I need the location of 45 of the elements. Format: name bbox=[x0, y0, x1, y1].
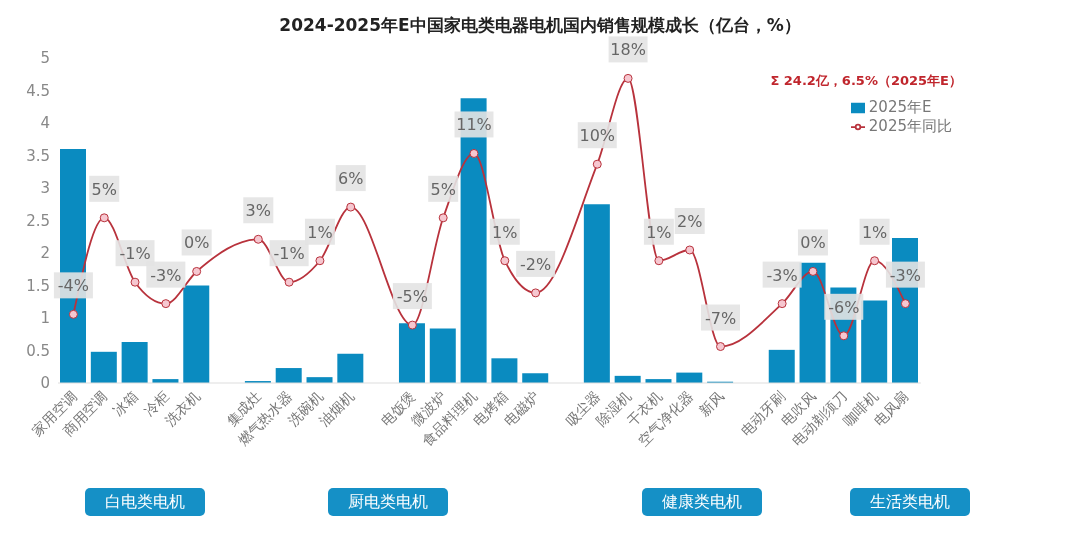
data-label: -5% bbox=[396, 287, 428, 307]
y-tick-label: 4 bbox=[40, 114, 50, 133]
y-tick-label: 3.5 bbox=[26, 146, 50, 165]
data-label: 2% bbox=[677, 212, 703, 231]
data-label: 0% bbox=[800, 233, 826, 253]
data-label: 6% bbox=[338, 169, 364, 189]
text: 厨电类电机 bbox=[328, 488, 449, 516]
data-label: -6% bbox=[828, 297, 860, 317]
y-tick-label: 2 bbox=[40, 244, 50, 263]
data-label: 5% bbox=[91, 179, 117, 199]
y-tick-label: 0.5 bbox=[26, 341, 50, 360]
data-label: 18% bbox=[610, 40, 646, 60]
y-tick-label: 3 bbox=[40, 179, 50, 198]
text: 白电类电机 bbox=[84, 488, 205, 516]
chart-title: 2024-2025年E中国家电类电器电机国内销售规模成长（亿台，%） bbox=[278, 14, 802, 37]
legend-label: 2025年同比 bbox=[868, 117, 952, 135]
data-label: 1% bbox=[492, 222, 518, 242]
data-label: -2% bbox=[520, 254, 552, 274]
data-label: 0% bbox=[183, 233, 210, 253]
annotation: Σ 24.2亿，6.5%（2025年E） bbox=[770, 72, 962, 90]
y-tick-label: 1 bbox=[40, 309, 50, 328]
data-label: 3% bbox=[245, 201, 271, 221]
data-label: 5% bbox=[430, 179, 456, 199]
text: 生活类电机 bbox=[850, 488, 971, 516]
data-label: -3% bbox=[150, 265, 182, 285]
data-label: -7% bbox=[704, 308, 737, 328]
data-label: 10% bbox=[579, 126, 616, 146]
y-tick-label: 2.5 bbox=[26, 211, 50, 230]
data-label: -1% bbox=[273, 244, 305, 264]
data-label: 1% bbox=[646, 222, 672, 242]
x-tick-label: 冰箱 bbox=[110, 387, 142, 419]
x-tick-label: 新风 bbox=[695, 387, 727, 419]
y-tick-label: 5 bbox=[40, 49, 50, 68]
legend-label: 2025年E bbox=[868, 98, 932, 116]
y-tick-label: 0 bbox=[40, 374, 50, 393]
data-label: -4% bbox=[57, 276, 89, 296]
data-label: 11% bbox=[456, 115, 492, 135]
data-label: 1% bbox=[307, 222, 333, 242]
data-label: -3% bbox=[889, 265, 921, 285]
data-label: -3% bbox=[766, 265, 798, 285]
y-tick-label: 1.5 bbox=[26, 276, 50, 295]
y-tick-label: 4.5 bbox=[26, 81, 50, 100]
text: 健康类电机 bbox=[641, 488, 762, 516]
data-label: -1% bbox=[119, 244, 151, 264]
data-label: 1% bbox=[861, 222, 888, 242]
